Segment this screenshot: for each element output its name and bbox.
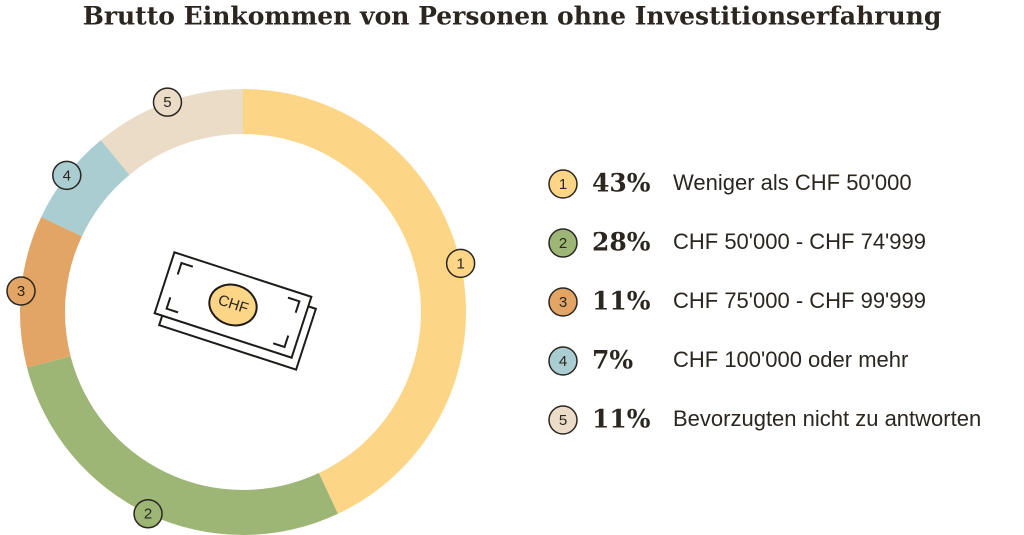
legend-label: CHF 75'000 - CHF 99'999 bbox=[673, 288, 926, 313]
marker-number: 3 bbox=[559, 294, 567, 311]
legend-value: 11% bbox=[592, 287, 651, 316]
marker-number: 2 bbox=[144, 506, 152, 523]
legend-label: Bevorzugten nicht zu antworten bbox=[673, 406, 981, 431]
marker-badge bbox=[548, 228, 578, 258]
marker-badge bbox=[548, 287, 578, 317]
marker-number: 4 bbox=[559, 353, 567, 370]
legend-value: 43% bbox=[592, 169, 651, 198]
marker-number: 4 bbox=[63, 167, 71, 184]
legend-value: 11% bbox=[592, 405, 651, 434]
marker-badge bbox=[52, 160, 82, 191]
marker-badge bbox=[548, 346, 578, 376]
marker-badge bbox=[6, 276, 36, 306]
legend-value: 7% bbox=[592, 346, 633, 375]
legend-label: CHF 100'000 oder mehr bbox=[673, 347, 908, 372]
marker-badge bbox=[548, 405, 578, 435]
donut-segment bbox=[100, 89, 243, 175]
donut-segment bbox=[243, 89, 466, 514]
legend-label: Weniger als CHF 50'000 bbox=[673, 170, 912, 195]
marker-number: 1 bbox=[559, 176, 567, 193]
marker-number: 3 bbox=[17, 283, 25, 300]
chart-title: Brutto Einkommen von Personen ohne Inves… bbox=[83, 2, 942, 31]
marker-badge bbox=[133, 499, 163, 529]
marker-number: 1 bbox=[456, 255, 464, 272]
marker-badge bbox=[445, 248, 476, 279]
donut-segment bbox=[41, 140, 130, 237]
marker-number: 5 bbox=[559, 412, 567, 429]
donut-segment bbox=[19, 217, 82, 368]
marker-number: 2 bbox=[559, 235, 567, 252]
marker-badge bbox=[152, 87, 183, 117]
marker-number: 5 bbox=[163, 94, 171, 111]
donut-segment bbox=[27, 356, 338, 535]
marker-badge bbox=[548, 169, 578, 199]
legend-label: CHF 50'000 - CHF 74'999 bbox=[673, 229, 926, 254]
legend-value: 28% bbox=[592, 228, 651, 257]
money-icon bbox=[153, 251, 318, 371]
